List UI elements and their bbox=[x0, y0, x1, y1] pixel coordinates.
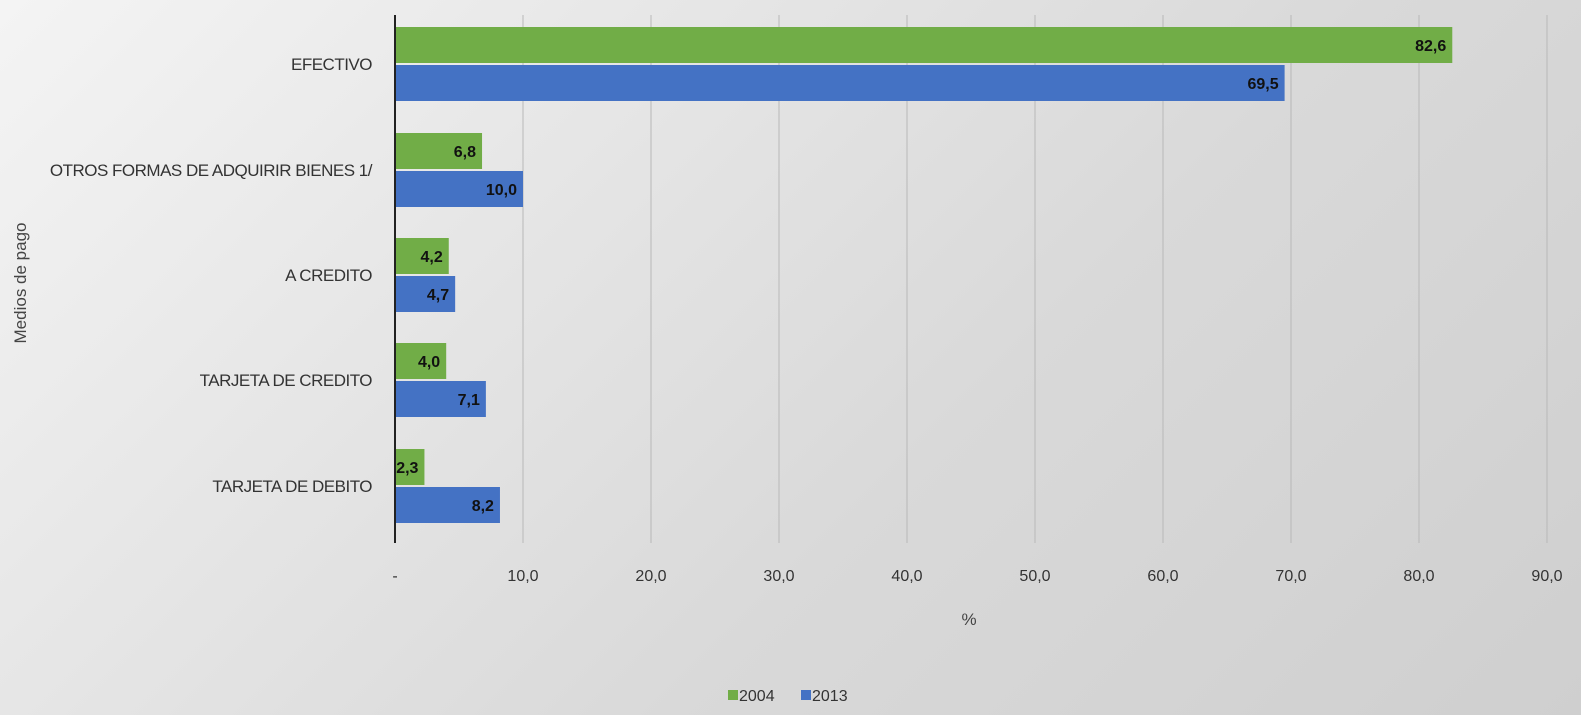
bar-2004 bbox=[395, 238, 449, 274]
data-label: 8,2 bbox=[472, 498, 494, 515]
x-tick-label: 20,0 bbox=[635, 568, 666, 585]
legend: 2004 2013 bbox=[728, 688, 848, 705]
x-tick-label: 60,0 bbox=[1147, 568, 1178, 585]
bar-2013 bbox=[395, 65, 1285, 101]
x-tick-label: 90,0 bbox=[1531, 568, 1562, 585]
data-label: 4,7 bbox=[427, 287, 449, 304]
data-label: 7,1 bbox=[458, 392, 480, 409]
bar-2004 bbox=[395, 27, 1453, 63]
category-label: TARJETA DE DEBITO bbox=[212, 477, 372, 496]
bar-2013 bbox=[395, 171, 523, 207]
x-tick-label: 50,0 bbox=[1019, 568, 1050, 585]
x-tick-label: 40,0 bbox=[891, 568, 922, 585]
x-tick-label: 80,0 bbox=[1403, 568, 1434, 585]
legend-swatch-2004 bbox=[728, 690, 738, 700]
data-label: 4,0 bbox=[418, 354, 440, 371]
legend-label-2013: 2013 bbox=[812, 688, 848, 705]
x-tick-label: 10,0 bbox=[507, 568, 538, 585]
y-axis-title: Medios de pago bbox=[11, 223, 30, 344]
category-label: TARJETA DE CREDITO bbox=[200, 371, 373, 390]
x-tick-label: 30,0 bbox=[763, 568, 794, 585]
x-tick-label: 70,0 bbox=[1275, 568, 1306, 585]
data-label: 69,5 bbox=[1247, 76, 1278, 93]
bar-2004 bbox=[395, 343, 447, 379]
x-tick-label: - bbox=[392, 568, 397, 585]
category-label: EFECTIVO bbox=[291, 55, 372, 74]
category-label: A CREDITO bbox=[285, 266, 372, 285]
gridlines bbox=[522, 15, 1548, 543]
category-labels: EFECTIVO OTROS FORMAS DE ADQUIRIR BIENES … bbox=[50, 55, 373, 496]
bar-2013 bbox=[395, 381, 486, 417]
legend-label-2004: 2004 bbox=[739, 688, 775, 705]
x-axis-title: % bbox=[961, 610, 976, 629]
bar-2013 bbox=[395, 487, 500, 523]
data-label: 4,2 bbox=[421, 249, 443, 266]
bar-2013 bbox=[395, 276, 456, 312]
bars: 82,6 69,5 6,8 10,0 4,2 4,7 4,0 7,1 2,3 8,2 bbox=[395, 27, 1453, 523]
data-label: 82,6 bbox=[1415, 38, 1446, 55]
x-tick-labels: - 10,0 20,0 30,0 40,0 50,0 60,0 70,0 80,0 90,0 bbox=[392, 568, 1562, 585]
data-label: 2,3 bbox=[396, 460, 418, 477]
data-label: 10,0 bbox=[486, 182, 517, 199]
category-label: OTROS FORMAS DE ADQUIRIR BIENES 1/ bbox=[50, 161, 373, 180]
legend-swatch-2013 bbox=[801, 690, 811, 700]
bar-2004 bbox=[395, 133, 483, 169]
bar-2004 bbox=[395, 449, 425, 485]
data-label: 6,8 bbox=[454, 144, 476, 161]
